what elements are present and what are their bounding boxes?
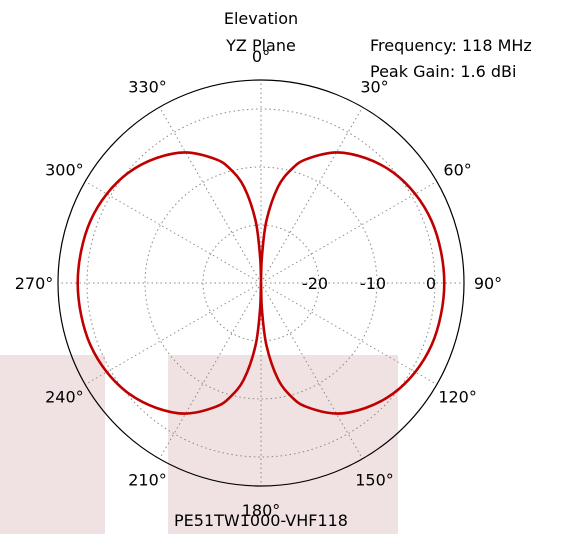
background-panel-left (0, 355, 105, 534)
angle-tick-label: 150° (355, 471, 394, 490)
polar-grid (58, 80, 464, 486)
title-line-1: Elevation (224, 9, 298, 28)
angle-tick-label: 330° (128, 77, 167, 96)
grid-circle-0 (202, 224, 320, 342)
gain-pattern-trace-0 (76, 151, 446, 415)
angle-tick-label: 240° (45, 388, 84, 407)
angle-tick-labels: 0° 30° 60° 90° 120° 150° 180° 210° 240° 270° 300° 3… (15, 47, 502, 520)
angle-tick-label: 210° (128, 471, 167, 490)
peak-gain-text: Peak Gain: 1.6 dBi (370, 62, 516, 81)
angle-tick-label: 120° (438, 388, 477, 407)
radial-tick-label: -10 (360, 274, 386, 293)
angle-tick-label: 270° (15, 274, 54, 293)
angle-tick-label: 0° (252, 47, 270, 66)
angle-tick-label: 90° (474, 274, 502, 293)
grid-circle-2 (86, 108, 436, 458)
radial-tick-labels: -20 -10 0 (302, 274, 436, 293)
angle-tick-label: 30° (360, 77, 388, 96)
gain-pattern (76, 151, 446, 415)
background-panel-center (168, 355, 398, 534)
antenna-model-caption: PE51TW1000-VHF118 (174, 511, 348, 530)
title-line-2: YZ Plane (225, 36, 296, 55)
angle-tick-label: 180° (242, 501, 281, 520)
radial-tick-label: -20 (302, 274, 328, 293)
grid-spoke-60 (260, 181, 438, 284)
angle-tick-label: 60° (443, 161, 471, 180)
frequency-text: Frequency: 118 MHz (370, 36, 532, 55)
grid-circle-1 (144, 166, 378, 400)
angle-tick-label: 300° (45, 161, 84, 180)
grid-spoke-30 (260, 106, 363, 284)
grid-spoke-300 (84, 181, 262, 284)
grid-spoke-330 (159, 106, 262, 284)
radial-tick-label: 0 (426, 274, 436, 293)
outer-frame-circle (57, 79, 465, 487)
